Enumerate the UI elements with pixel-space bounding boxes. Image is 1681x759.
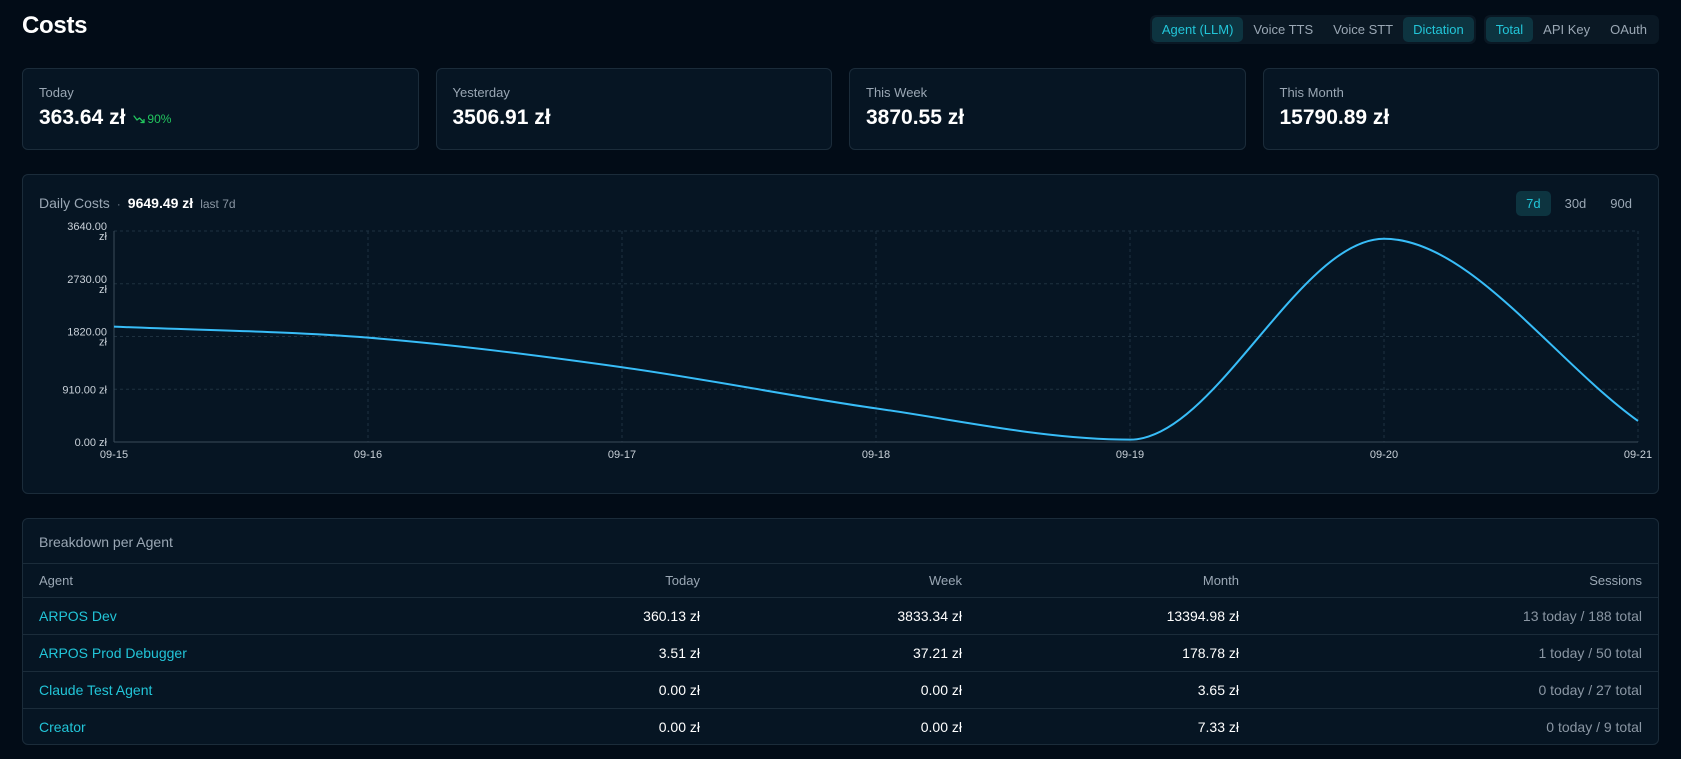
x-tick-label: 09-17 [608, 449, 636, 461]
x-tick-label: 09-16 [354, 449, 382, 461]
y-tick-label: 2730.00 zł [67, 274, 107, 296]
chart-period: last 7d [200, 197, 236, 211]
stat-label: This Month [1279, 85, 1344, 100]
x-tick-label: 09-20 [1370, 449, 1398, 461]
cell-month: 3.65 zł [978, 671, 1255, 709]
stat-card-this-month: This Month 15790.89 zł [1262, 68, 1659, 150]
filter-agent-llm[interactable]: Agent (LLM) [1151, 17, 1244, 42]
column-header-week[interactable]: Week [716, 564, 978, 598]
x-tick-label: 09-21 [1624, 449, 1652, 461]
chart-header: Daily Costs · 9649.49 zł last 7d [39, 195, 236, 211]
series-line [113, 237, 1639, 441]
chart-separator: · [116, 197, 121, 211]
filter-dictation[interactable]: Dictation [1403, 17, 1474, 42]
trend-down-icon [133, 115, 146, 124]
y-tick-label: 3640.00 zł [67, 221, 107, 243]
filter-oauth[interactable]: OAuth [1610, 22, 1647, 37]
agent-link[interactable]: ARPOS Dev [39, 607, 117, 624]
stat-value: 363.64 zł [39, 106, 126, 129]
y-tick-label: 1820.00 zł [67, 327, 107, 349]
range-90d[interactable]: 90d [1610, 196, 1632, 211]
breakdown-card: Breakdown per Agent Agent Today Week Mon… [22, 518, 1659, 745]
filter-bar: Agent (LLM) Voice TTS Voice STT Dictatio… [1149, 15, 1659, 44]
stat-label: Today [39, 85, 74, 100]
stat-label: Yesterday [452, 85, 510, 100]
cell-today: 3.51 zł [493, 634, 716, 672]
stat-value: 3506.91 zł [452, 106, 551, 129]
filter-total[interactable]: Total [1485, 17, 1534, 42]
trend-badge: 90% [133, 112, 171, 126]
stat-cards: Today 363.64 zł 90% Yesterday 3506.91 zł… [22, 68, 1659, 150]
filter-voice-stt[interactable]: Voice STT [1333, 22, 1394, 37]
cell-sessions: 0 today / 27 total [1255, 671, 1658, 709]
trend-value: 90% [147, 112, 172, 126]
table-row: ARPOS Prod Debugger 3.51 zł 37.21 zł 178… [23, 634, 1658, 672]
filter-api-key[interactable]: API Key [1543, 22, 1591, 37]
agent-link[interactable]: ARPOS Prod Debugger [39, 644, 187, 661]
daily-costs-chart: 0.00 zł 910.00 zł 1820.00 zł 2730.00 zł 3640.0… [62, 221, 1652, 461]
range-30d[interactable]: 30d [1564, 196, 1587, 211]
table-row: ARPOS Dev 360.13 zł 3833.34 zł 13394.98 … [23, 597, 1658, 635]
page-title: Costs [22, 12, 88, 39]
range-7d[interactable]: 7d [1516, 191, 1551, 216]
cell-week: 0.00 zł [716, 671, 978, 709]
column-header-month[interactable]: Month [978, 564, 1255, 598]
cost-type-filter: Agent (LLM) Voice TTS Voice STT Dictatio… [1149, 15, 1476, 44]
daily-costs-card: 0.00 zł 910.00 zł 1820.00 zł 2730.00 zł 3640.0… [22, 174, 1659, 494]
stat-label: This Week [866, 85, 928, 100]
chart-title: Daily Costs [39, 195, 110, 211]
cell-week: 3833.34 zł [716, 597, 978, 635]
cell-week: 0.00 zł [920, 718, 962, 735]
cell-sessions: 1 today / 50 total [1255, 634, 1658, 672]
cell-sessions: 13 today / 188 total [1255, 597, 1658, 635]
agent-link[interactable]: Claude Test Agent [39, 681, 153, 698]
stat-card-yesterday: Yesterday 3506.91 zł [435, 68, 832, 150]
column-header-today[interactable]: Today [493, 564, 716, 598]
cell-week: 37.21 zł [716, 634, 978, 672]
auth-filter: Total API Key OAuth [1483, 15, 1659, 44]
table-row: Creator 0.00 zł 0.00 zł 7.33 zł 0 today … [23, 708, 1658, 744]
cell-sessions: 0 today / 9 total [1546, 718, 1642, 735]
stat-card-this-week: This Week 3870.55 zł [849, 68, 1246, 150]
cell-today: 0.00 zł [493, 671, 716, 709]
cell-today: 0.00 zł [658, 718, 700, 735]
breakdown-title: Breakdown per Agent [23, 519, 1658, 564]
table-header-row: Agent Today Week Month Sessions [23, 564, 1658, 598]
stat-value: 15790.89 zł [1279, 106, 1390, 129]
y-tick-label: 910.00 zł [62, 384, 107, 396]
cell-today: 360.13 zł [493, 597, 716, 635]
x-tick-label: 09-15 [100, 449, 128, 461]
x-tick-label: 09-18 [862, 449, 890, 461]
table-row: Claude Test Agent 0.00 zł 0.00 zł 3.65 z… [23, 671, 1658, 709]
range-selector: 7d 30d 90d [1516, 191, 1642, 216]
chart-total: 9649.49 zł [127, 195, 194, 211]
y-tick-label: 0.00 zł [75, 437, 108, 449]
agent-link[interactable]: Creator [39, 718, 86, 735]
stat-value: 3870.55 zł [866, 106, 965, 129]
x-tick-label: 09-19 [1116, 449, 1144, 461]
cell-month: 7.33 zł [1197, 718, 1239, 735]
column-header-agent[interactable]: Agent [23, 564, 493, 598]
column-header-sessions[interactable]: Sessions [1255, 564, 1658, 598]
stat-card-today: Today 363.64 zł 90% [22, 68, 419, 150]
filter-voice-tts[interactable]: Voice TTS [1253, 22, 1314, 37]
breakdown-table: Agent Today Week Month Sessions ARPOS De… [23, 564, 1658, 744]
cell-month: 178.78 zł [978, 634, 1255, 672]
cell-month: 13394.98 zł [978, 597, 1255, 635]
